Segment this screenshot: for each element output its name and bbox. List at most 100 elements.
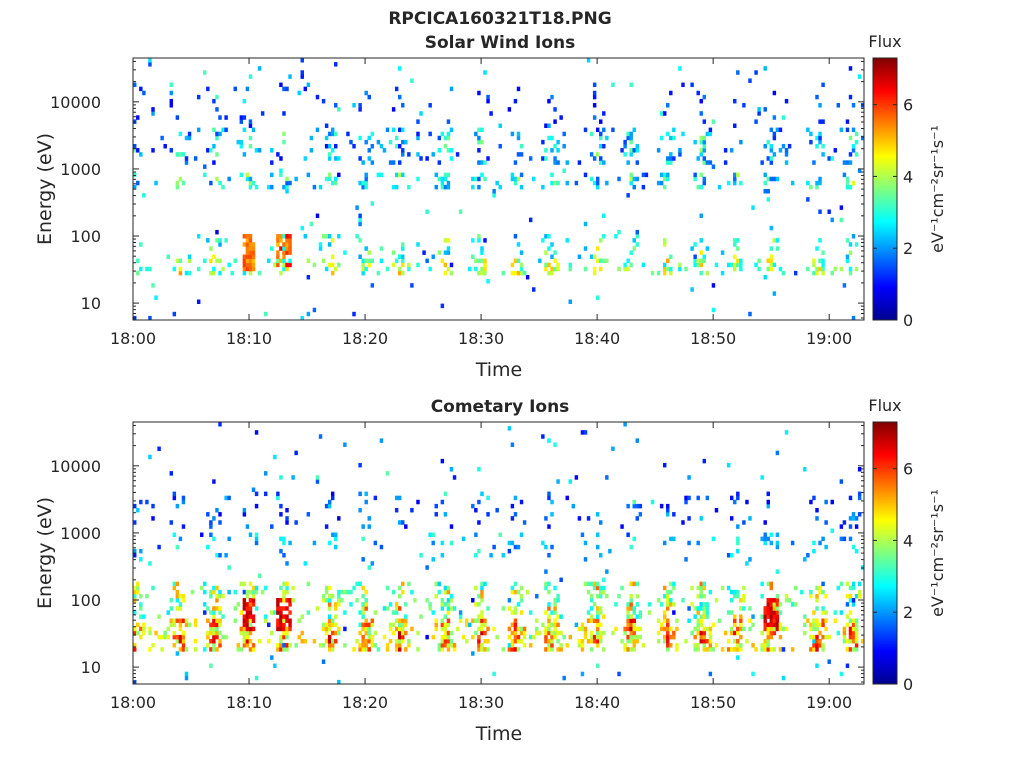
heatmap-cell xyxy=(288,602,292,607)
heatmap-cell xyxy=(358,217,362,223)
heatmap-cell xyxy=(626,135,630,141)
heatmap-cell xyxy=(330,630,335,636)
heatmap-cell xyxy=(449,262,454,268)
heatmap-cell xyxy=(361,585,365,591)
heatmap-cell xyxy=(212,516,216,521)
heatmap-cell xyxy=(282,618,286,623)
heatmap-cell xyxy=(851,630,856,636)
heatmap-cell xyxy=(248,262,253,268)
heatmap-cell xyxy=(288,74,292,79)
heatmap-cell xyxy=(818,139,822,145)
heatmap-cell xyxy=(288,598,292,603)
heatmap-cell xyxy=(206,86,210,92)
heatmap-cell xyxy=(477,258,481,264)
heatmap-cell xyxy=(632,618,636,623)
colorbar-tick-label: 0 xyxy=(903,675,913,694)
heatmap-cell xyxy=(815,270,819,276)
heatmap-cell xyxy=(133,626,137,632)
heatmap-cell xyxy=(815,184,819,190)
heatmap-cell xyxy=(583,540,588,546)
heatmap-cell xyxy=(666,618,670,623)
heatmap-cell xyxy=(812,647,816,652)
heatmap-cell xyxy=(218,520,222,525)
heatmap-cell xyxy=(391,610,396,615)
heatmap-cell xyxy=(693,242,697,247)
heatmap-cell xyxy=(626,614,630,619)
heatmap-cell xyxy=(592,270,597,276)
heatmap-cell xyxy=(142,622,146,628)
heatmap-cell xyxy=(337,598,341,603)
heatmap-cell xyxy=(538,630,542,636)
heatmap-cell xyxy=(800,589,804,595)
heatmap-cell xyxy=(477,160,481,165)
heatmap-cell xyxy=(726,585,731,591)
heatmap-cell xyxy=(145,266,149,272)
heatmap-cell xyxy=(288,618,292,623)
heatmap-cell xyxy=(248,618,253,623)
heatmap-cell xyxy=(562,675,566,681)
heatmap-cell xyxy=(812,638,816,644)
heatmap-cell xyxy=(248,610,253,615)
heatmap-cell xyxy=(547,246,551,251)
heatmap-cell xyxy=(736,643,740,648)
heatmap-cell xyxy=(714,598,719,603)
heatmap-cell xyxy=(851,602,856,607)
heatmap-cell xyxy=(635,638,640,644)
heatmap-cell xyxy=(733,499,737,505)
heatmap-cell xyxy=(446,634,451,640)
heatmap-cell xyxy=(483,270,487,276)
heatmap-cell xyxy=(528,643,533,648)
heatmap-cell xyxy=(324,589,329,595)
heatmap-cell xyxy=(209,246,213,251)
heatmap-cell xyxy=(446,238,451,243)
heatmap-cell xyxy=(321,643,326,648)
heatmap-cell xyxy=(330,238,335,243)
heatmap-cell xyxy=(401,246,405,251)
heatmap-cell xyxy=(763,143,767,149)
heatmap-cell xyxy=(699,602,703,607)
heatmap-cell xyxy=(480,258,484,264)
heatmap-cell xyxy=(407,581,411,587)
heatmap-cell xyxy=(705,246,710,251)
heatmap-cell xyxy=(285,266,289,272)
heatmap-cell xyxy=(666,156,670,161)
heatmap-cell xyxy=(592,94,597,100)
heatmap-cell xyxy=(666,172,670,178)
heatmap-cell xyxy=(443,176,448,182)
heatmap-cell xyxy=(449,156,454,161)
heatmap-cell xyxy=(675,626,679,632)
heatmap-cell xyxy=(632,606,636,611)
heatmap-cell xyxy=(394,135,399,141)
heatmap-cell xyxy=(736,524,740,529)
heatmap-cell xyxy=(242,258,247,264)
heatmap-cell xyxy=(809,131,813,137)
heatmap-cell xyxy=(626,618,630,623)
heatmap-cell xyxy=(748,606,752,611)
heatmap-cell xyxy=(178,536,183,542)
heatmap-cell xyxy=(242,626,247,632)
heatmap-cell xyxy=(589,606,594,611)
heatmap-cell xyxy=(251,258,256,264)
heatmap-cell xyxy=(385,585,390,591)
heatmap-cell xyxy=(361,626,365,632)
heatmap-cell xyxy=(178,622,183,628)
heatmap-cell xyxy=(766,156,770,161)
heatmap-cell xyxy=(559,614,563,619)
heatmap-cell xyxy=(702,581,707,587)
heatmap-cell xyxy=(361,536,365,542)
heatmap-cell xyxy=(602,127,606,133)
heatmap-cell xyxy=(763,172,767,178)
heatmap-cell xyxy=(556,148,560,153)
heatmap-cell xyxy=(419,553,423,558)
figure-title: RPCICA160321T18.PNG xyxy=(388,9,611,29)
heatmap-cell xyxy=(282,266,286,272)
heatmap-cell xyxy=(218,258,222,264)
heatmap-cell xyxy=(556,622,560,628)
heatmap-cell xyxy=(184,270,189,276)
heatmap-cell xyxy=(736,172,740,178)
heatmap-cell xyxy=(151,111,155,116)
heatmap-cell xyxy=(699,614,703,619)
y-axis-label: Energy (eV) xyxy=(34,497,56,609)
heatmap-cell xyxy=(574,180,579,186)
heatmap-cell xyxy=(748,618,752,623)
